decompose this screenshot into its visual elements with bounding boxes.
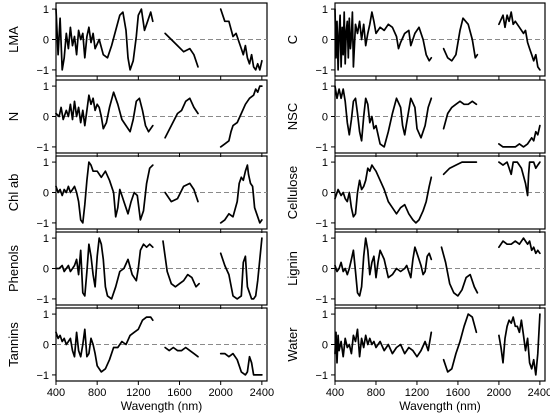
y-tick-label: −1 [315, 370, 328, 382]
series-segment-3 [219, 352, 263, 376]
y-tick-label: −1 [36, 218, 49, 230]
series-segment-2 [442, 313, 478, 373]
y-tick-label: −1 [315, 218, 328, 230]
y-tick-label: −1 [36, 65, 49, 77]
y-tick-label: 1 [322, 81, 328, 93]
series-segment-3 [498, 124, 541, 148]
series-segment-1 [334, 237, 433, 297]
panel-label: Tannins [6, 322, 21, 367]
x-tick-label: 2400 [528, 387, 550, 399]
y-tick-label: 1 [43, 233, 49, 245]
panel-label: Phenols [6, 245, 21, 292]
panel-label: Cellulose [285, 166, 300, 219]
x-tick-label: 400 [47, 387, 65, 399]
series-segment-2 [442, 161, 478, 176]
panel-label: NSC [285, 103, 300, 130]
series-segment-2 [164, 97, 199, 139]
y-tick-label: 1 [322, 157, 328, 169]
series-segment-1 [55, 316, 154, 373]
y-tick-label: 0 [43, 35, 49, 47]
x-tick-label: 1600 [446, 387, 470, 399]
x-tick-label: 400 [326, 387, 344, 399]
panel-lignin: −1 0 1 Lignin [285, 231, 546, 309]
x-tick-label: 800 [88, 387, 106, 399]
panel-label: Lignin [285, 251, 300, 286]
panel-c: −1 0 1 C [285, 2, 546, 80]
panel-label: LMA [6, 26, 21, 53]
x-tick-label: 2000 [208, 387, 232, 399]
panel-phenols: −1 0 1 Phenols [6, 231, 268, 309]
series-segment-1 [334, 85, 433, 148]
y-tick-label: 0 [43, 188, 49, 200]
y-tick-label: 1 [43, 309, 49, 321]
panel-label: Water [285, 327, 300, 362]
x-tick-label: 1200 [126, 387, 150, 399]
series-segment-3 [498, 161, 541, 197]
y-tick-label: 0 [43, 264, 49, 276]
series-segment-2 [442, 17, 479, 62]
panel-label: N [6, 112, 21, 121]
series-segment-3 [219, 85, 263, 148]
series-segment-1 [55, 91, 154, 133]
y-tick-label: 0 [322, 35, 328, 47]
y-tick-label: 0 [43, 112, 49, 124]
x-axis-title: Wavength (nm) [399, 399, 481, 413]
y-tick-label: −1 [315, 65, 328, 77]
y-tick-label: 1 [43, 157, 49, 169]
series-segment-3 [219, 164, 263, 224]
series-segment-3 [219, 237, 263, 300]
y-tick-label: 1 [43, 4, 49, 16]
series-segment-2 [164, 32, 199, 68]
y-tick-label: 0 [322, 340, 328, 352]
series-segment-3 [498, 313, 541, 376]
panel-nsc: −1 0 1 NSC [285, 79, 546, 157]
series-segment-2 [162, 240, 200, 288]
series-segment-1 [55, 161, 154, 224]
panel-cellulose: −1 0 1 Cellulose [285, 155, 546, 233]
x-axis-title: Wavength (nm) [121, 399, 203, 413]
panel-n: −1 0 1 N [6, 79, 268, 157]
x-tick-label: 1200 [405, 387, 429, 399]
y-tick-label: −1 [36, 142, 49, 154]
panel-label: C [285, 35, 300, 44]
y-tick-label: 1 [43, 81, 49, 93]
y-tick-label: 1 [322, 233, 328, 245]
y-tick-label: 0 [322, 188, 328, 200]
panel-water: −1 0 1 Water 400 800 1200 1600 2000 2400 Wavength … [285, 307, 550, 413]
series-segment-2 [164, 346, 199, 358]
series-segment-1 [334, 8, 433, 71]
x-tick-label: 1600 [167, 387, 191, 399]
y-tick-label: −1 [36, 294, 49, 306]
series-segment-3 [498, 11, 541, 71]
series-segment-1 [334, 164, 433, 224]
series-segment-2 [164, 182, 199, 203]
y-tick-label: 0 [322, 264, 328, 276]
x-tick-label: 800 [367, 387, 385, 399]
series-segment-3 [219, 8, 263, 71]
panel-chl-ab: −1 0 1 Chl ab [6, 155, 268, 233]
x-tick-label: 2400 [250, 387, 274, 399]
y-tick-label: −1 [315, 142, 328, 154]
y-tick-label: −1 [36, 370, 49, 382]
series-segment-1 [55, 8, 154, 71]
y-tick-label: 1 [322, 4, 328, 16]
x-tick-label: 2000 [487, 387, 511, 399]
y-tick-label: 0 [322, 112, 328, 124]
panel-lma: −1 0 1 LMA [6, 2, 268, 80]
y-tick-label: 1 [322, 309, 328, 321]
y-tick-label: −1 [315, 294, 328, 306]
series-segment-2 [440, 246, 479, 297]
series-segment-3 [498, 237, 541, 255]
series-segment-2 [442, 100, 478, 130]
y-tick-label: 0 [43, 340, 49, 352]
series-segment-1 [55, 237, 154, 300]
series-segment-1 [334, 328, 433, 364]
panel-label: Chl ab [6, 174, 21, 212]
panel-tannins: −1 0 1 Tannins 400 800 1200 1600 2000 2400 Wavengt… [6, 307, 274, 413]
